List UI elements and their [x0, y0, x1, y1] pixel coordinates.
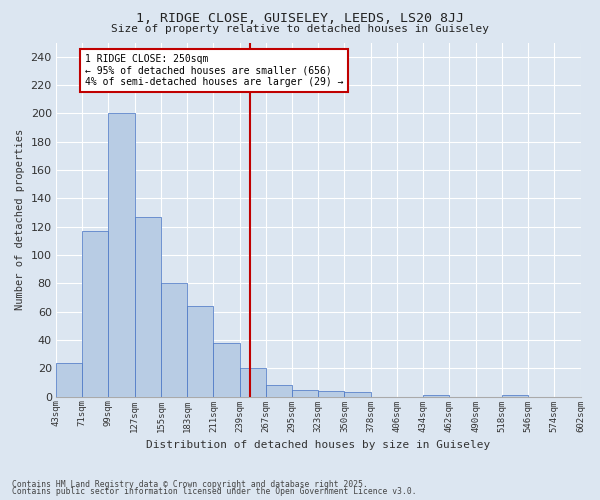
Bar [292, 390, 318, 396]
Bar [344, 392, 371, 396]
Bar [82, 231, 109, 396]
Bar [423, 395, 449, 396]
Text: 1, RIDGE CLOSE, GUISELEY, LEEDS, LS20 8JJ: 1, RIDGE CLOSE, GUISELEY, LEEDS, LS20 8J… [136, 12, 464, 26]
Bar [502, 395, 528, 396]
Text: Size of property relative to detached houses in Guiseley: Size of property relative to detached ho… [111, 24, 489, 34]
Y-axis label: Number of detached properties: Number of detached properties [15, 129, 25, 310]
Bar [266, 386, 292, 396]
Text: Contains HM Land Registry data © Crown copyright and database right 2025.: Contains HM Land Registry data © Crown c… [12, 480, 368, 489]
Bar [318, 391, 344, 396]
Text: Contains public sector information licensed under the Open Government Licence v3: Contains public sector information licen… [12, 488, 416, 496]
Bar [214, 343, 239, 396]
Bar [187, 306, 214, 396]
X-axis label: Distribution of detached houses by size in Guiseley: Distribution of detached houses by size … [146, 440, 490, 450]
Bar [134, 216, 161, 396]
Bar [239, 368, 266, 396]
Bar [161, 284, 187, 397]
Bar [109, 114, 134, 397]
Text: 1 RIDGE CLOSE: 250sqm
← 95% of detached houses are smaller (656)
4% of semi-deta: 1 RIDGE CLOSE: 250sqm ← 95% of detached … [85, 54, 343, 87]
Bar [56, 362, 82, 396]
